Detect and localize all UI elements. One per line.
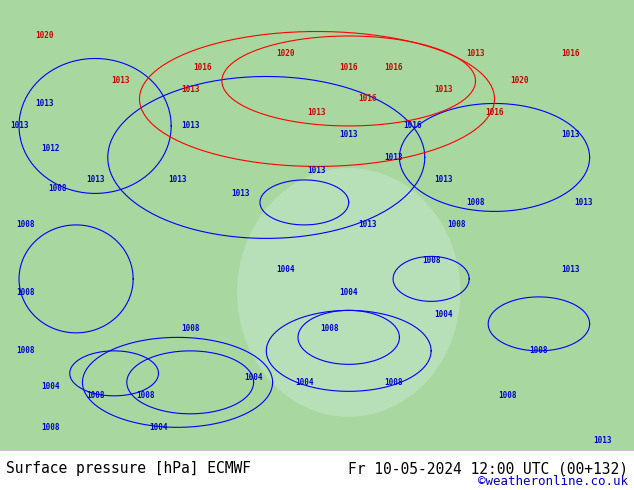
Text: 1013: 1013: [574, 198, 593, 207]
Text: 1020: 1020: [35, 31, 54, 41]
Text: Fr 10-05-2024 12:00 UTC (00+132): Fr 10-05-2024 12:00 UTC (00+132): [347, 461, 628, 476]
Text: 1013: 1013: [466, 49, 485, 58]
Text: 1004: 1004: [41, 382, 60, 392]
Text: 1013: 1013: [181, 85, 200, 95]
Text: 1013: 1013: [168, 175, 187, 184]
Text: 1008: 1008: [181, 324, 200, 333]
Text: 1013: 1013: [231, 189, 250, 198]
Text: 1008: 1008: [136, 392, 155, 400]
Text: 1016: 1016: [485, 108, 504, 117]
Text: 1004: 1004: [339, 288, 358, 297]
Text: 1004: 1004: [276, 266, 295, 274]
Text: 1008: 1008: [41, 423, 60, 432]
Text: 1013: 1013: [434, 175, 453, 184]
Text: 1008: 1008: [384, 378, 403, 387]
Text: 1012: 1012: [41, 144, 60, 153]
Text: 1008: 1008: [16, 220, 35, 229]
Text: 1016: 1016: [403, 122, 422, 130]
Text: 1016: 1016: [339, 63, 358, 72]
Text: 1008: 1008: [48, 184, 67, 194]
Text: 1016: 1016: [193, 63, 212, 72]
Text: 1008: 1008: [447, 220, 466, 229]
Text: 1008: 1008: [320, 324, 339, 333]
Text: 1013: 1013: [307, 167, 327, 175]
Text: 1008: 1008: [529, 346, 548, 355]
Text: 1013: 1013: [434, 85, 453, 95]
Text: 1020: 1020: [510, 76, 529, 85]
Text: 1013: 1013: [10, 122, 29, 130]
Text: 1013: 1013: [339, 130, 358, 140]
Text: ©weatheronline.co.uk: ©weatheronline.co.uk: [477, 475, 628, 488]
Text: 1013: 1013: [593, 436, 612, 445]
Text: 1004: 1004: [434, 310, 453, 319]
Text: 1013: 1013: [358, 220, 377, 229]
Text: 1008: 1008: [498, 392, 517, 400]
Text: 1020: 1020: [276, 49, 295, 58]
Text: 1008: 1008: [422, 256, 441, 266]
Text: 1016: 1016: [561, 49, 580, 58]
Text: 1008: 1008: [16, 346, 35, 355]
Text: 1013: 1013: [561, 130, 580, 140]
Ellipse shape: [238, 169, 460, 416]
Text: 1013: 1013: [307, 108, 327, 117]
Text: 1016: 1016: [358, 95, 377, 103]
Text: 1008: 1008: [466, 198, 485, 207]
Text: 1004: 1004: [244, 373, 263, 382]
Text: 1013: 1013: [181, 122, 200, 130]
Text: 1004: 1004: [295, 378, 314, 387]
Text: 1013: 1013: [384, 153, 403, 162]
Text: 1013: 1013: [35, 99, 54, 108]
Text: 1004: 1004: [149, 423, 168, 432]
Text: 1013: 1013: [111, 76, 130, 85]
Text: 1008: 1008: [86, 392, 105, 400]
Text: 1013: 1013: [561, 266, 580, 274]
Text: 1013: 1013: [86, 175, 105, 184]
Text: 1016: 1016: [384, 63, 403, 72]
Text: Surface pressure [hPa] ECMWF: Surface pressure [hPa] ECMWF: [6, 461, 251, 476]
Text: 1008: 1008: [16, 288, 35, 297]
